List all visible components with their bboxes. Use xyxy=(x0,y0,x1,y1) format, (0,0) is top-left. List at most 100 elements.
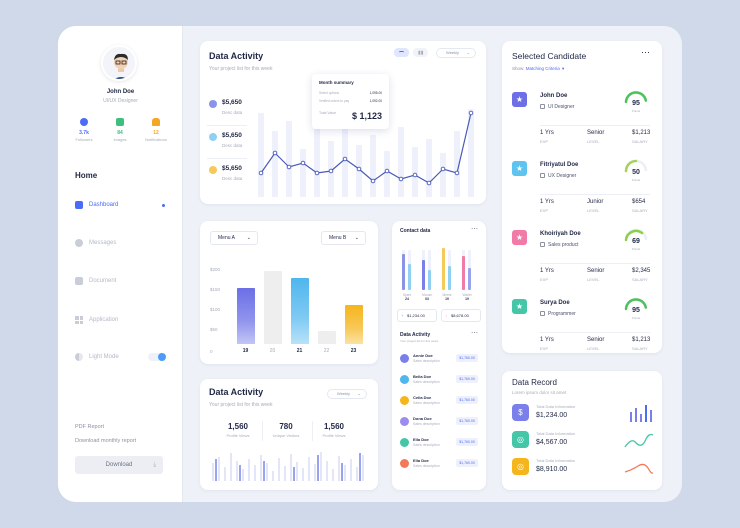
bar[interactable] xyxy=(317,330,336,344)
divider xyxy=(540,263,650,264)
record-row[interactable]: $ Total Data Information $1,234.00 xyxy=(512,404,654,426)
salary-label: SALARY xyxy=(632,208,648,213)
profile-role: UI/UX Designer xyxy=(103,98,138,104)
chevron-down-icon: ⌄ xyxy=(246,235,251,241)
more-icon[interactable]: ⋯ xyxy=(641,47,650,57)
candidate-filter[interactable]: Show: Matching Criteria ▼ xyxy=(512,66,565,71)
candidate-item[interactable]: ★ Surya Doe Programmer 95 Points 1 Yrs S… xyxy=(512,297,652,359)
candidate-name: Khoiriyah Doe xyxy=(540,231,581,237)
x-tick: 21 xyxy=(296,348,303,354)
level-label: LEVEL xyxy=(587,277,600,282)
selected-candidate-card: Selected Candidate ⋯ Show: Matching Crit… xyxy=(502,41,662,353)
y-tick: $50 xyxy=(210,327,218,332)
bell-icon xyxy=(152,118,160,126)
avatar[interactable] xyxy=(101,45,137,81)
level-label: LEVEL xyxy=(587,139,600,144)
y-tick: 0 xyxy=(210,349,213,354)
toggle-knob xyxy=(158,353,166,361)
nav-item-document[interactable]: Document xyxy=(75,277,116,285)
more-icon[interactable]: ⋯ xyxy=(471,226,478,233)
metric-value: 1,560 xyxy=(323,422,345,431)
candidate-item[interactable]: ★ Khoiriyah Doe Sales product 69 Points … xyxy=(512,228,652,290)
bar[interactable] xyxy=(290,278,309,344)
nav-home[interactable]: Home xyxy=(75,171,98,180)
contact-amount: ↑ $1,234.00 xyxy=(397,309,437,322)
list-item-desc: Sales description xyxy=(413,380,440,384)
list-item[interactable]: Dona Doe Sales description $1,760.00 xyxy=(400,415,478,428)
record-label: Total Data Information xyxy=(536,431,576,436)
candidate-name: John Doe xyxy=(540,93,568,99)
list-item[interactable]: Ella Doe Sales description $1,760.00 xyxy=(400,457,478,470)
avatar-dot xyxy=(400,375,409,384)
list-item[interactable]: Annie Doe Sales description $1,760.00 xyxy=(400,352,478,365)
amount-desc: Desc data xyxy=(222,143,243,148)
list-item[interactable]: Ella Doe Sales description $1,760.00 xyxy=(400,436,478,449)
star-icon: ★ xyxy=(512,299,527,314)
bar[interactable] xyxy=(236,287,255,344)
stat-followers[interactable]: 3.7k Followers xyxy=(64,118,104,142)
list-item[interactable]: Celia Doe Sales description $1,760.00 xyxy=(400,394,478,407)
nav-item-dashboard[interactable]: Dashboard xyxy=(75,201,118,209)
card-title: Data Record xyxy=(512,378,557,387)
half-circle-icon xyxy=(75,353,83,361)
candidate-salary: $2,345 xyxy=(632,268,651,274)
divider xyxy=(312,421,313,441)
line-view-toggle[interactable] xyxy=(394,48,409,57)
record-value: $8,910.00 xyxy=(536,466,568,473)
candidate-item[interactable]: ★ Fitriyatul Doe UX Designer 50 Points 1… xyxy=(512,159,652,221)
briefcase-icon xyxy=(540,242,545,248)
bar[interactable] xyxy=(344,304,363,344)
metric-label: Profile Views xyxy=(226,433,250,438)
candidate-item[interactable]: ★ John Doe UI Designer 95 Points 1 Yrs S… xyxy=(512,90,652,152)
nav-item-messages[interactable]: Messages xyxy=(75,239,116,247)
menu-a-dropdown[interactable]: Menu A ⌄ xyxy=(210,231,258,245)
stat-value: 3.7k xyxy=(79,130,89,136)
candidate-exp: 1 Yrs xyxy=(540,337,554,343)
x-tick: 22 xyxy=(323,348,330,354)
download-icon: ⤓ xyxy=(153,461,156,468)
chevron-down-icon: ⌄ xyxy=(466,50,470,55)
avatar-dot xyxy=(400,396,409,405)
stat-notifications[interactable]: 12 Notifications xyxy=(136,118,176,142)
amount-value: $8,678.00 xyxy=(451,313,469,318)
nav-label: Dashboard xyxy=(89,202,119,208)
more-icon[interactable]: ⋯ xyxy=(471,330,478,337)
bar[interactable] xyxy=(263,270,282,344)
profile-name: John Doe xyxy=(106,89,135,95)
list-item-name: Annie Doe xyxy=(413,353,433,358)
stat-images[interactable]: 84 Images xyxy=(100,118,140,142)
nav-item-application[interactable]: Application xyxy=(75,316,118,324)
list-item[interactable]: Bella Doe Sales description $1,760.00 xyxy=(400,373,478,386)
menu-b-dropdown[interactable]: Menu B ⌄ xyxy=(321,231,366,245)
y-tick: $150 xyxy=(210,287,221,292)
download-button[interactable]: Download ⤓ xyxy=(75,456,163,474)
record-row[interactable]: ◎ Total Data Information $8,910.00 xyxy=(512,458,654,480)
filter-prefix: Show: xyxy=(512,66,525,71)
stat-value: 12 xyxy=(153,130,159,136)
data-activity-card: Data Activity Your project list for this… xyxy=(200,41,486,204)
candidate-role: Programmer xyxy=(540,311,576,317)
card-subtitle: Your project list for this week xyxy=(209,402,273,408)
select-label: Weekly xyxy=(337,391,351,396)
download-label: Download xyxy=(105,462,133,468)
level-label: LEVEL xyxy=(587,346,600,351)
record-row[interactable]: ◎ Total Data Information $4,567.00 xyxy=(512,431,654,453)
summary-total: $ 1,123 xyxy=(351,111,382,121)
divider xyxy=(262,421,263,441)
amount-value: $5,650 xyxy=(222,165,242,172)
record-label: Total Data Information xyxy=(536,458,576,463)
sidebar: John Doe UI/UX Designer 3.7k Followers 8… xyxy=(58,26,183,502)
summary-total-label: Total Value xyxy=(319,111,337,115)
x-tick: 23 xyxy=(350,348,357,354)
bar-chart-card: Menu A ⌄ Menu B ⌄ $200 $150 $100 $50 0 1… xyxy=(200,221,378,364)
bar-view-toggle[interactable]: ▮▮ xyxy=(413,48,428,57)
exp-label: EXP xyxy=(540,346,549,351)
light-mode-toggle[interactable] xyxy=(148,353,166,361)
candidate-role: UI Designer xyxy=(540,104,574,110)
active-dot xyxy=(162,204,165,207)
weekly-select[interactable]: Weekly ⌄ xyxy=(436,48,476,58)
avatar-illustration xyxy=(103,47,135,79)
weekly-select[interactable]: Weekly ⌄ xyxy=(327,389,367,399)
chevron-down-icon: ⌄ xyxy=(357,391,361,396)
card-subtitle: Your project list for this week xyxy=(209,66,273,72)
